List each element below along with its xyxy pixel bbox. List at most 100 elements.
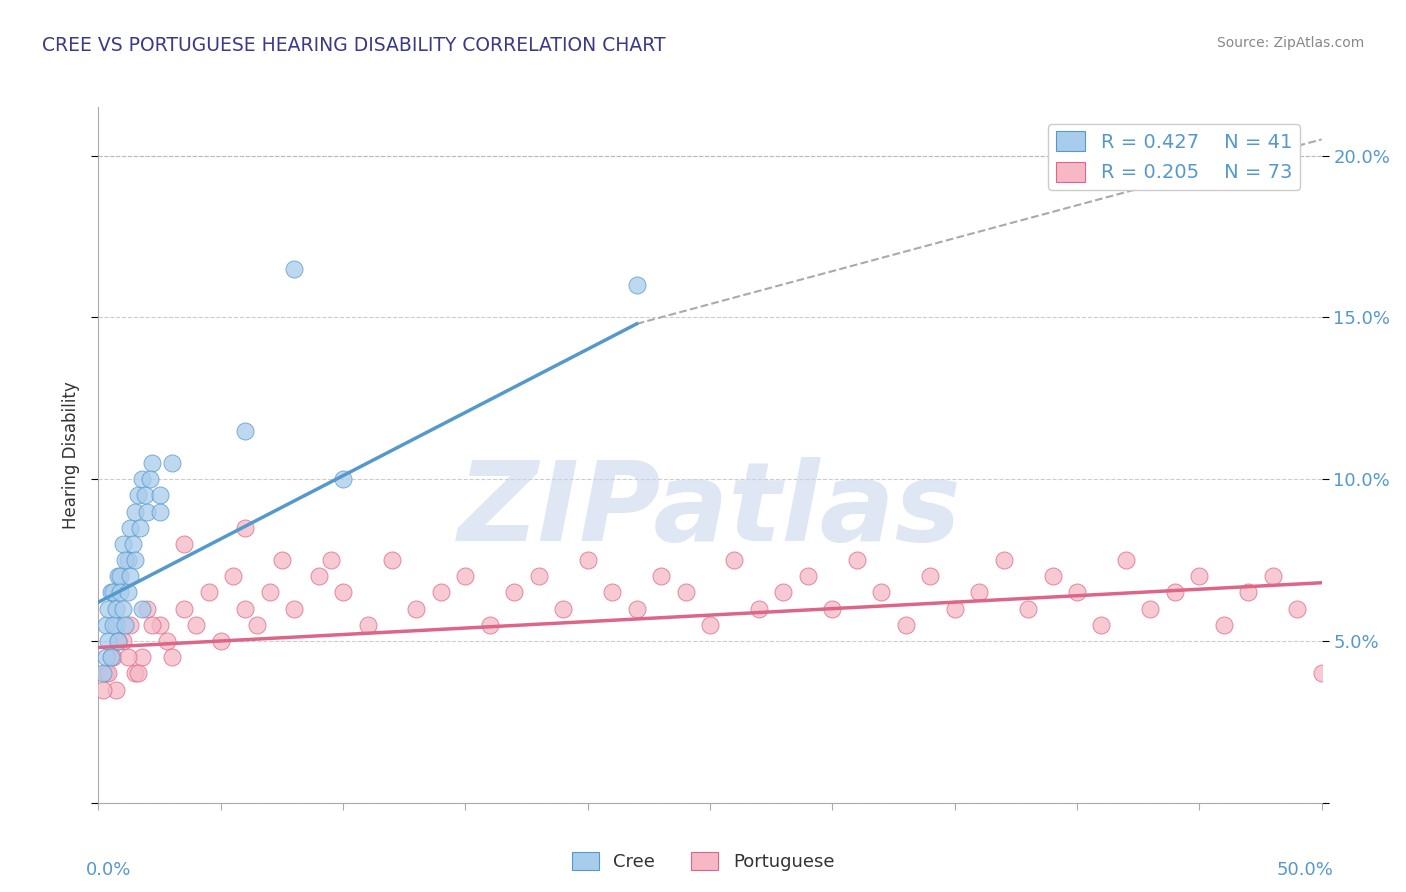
- Point: [1042, 569, 1064, 583]
- Point: [553, 601, 575, 615]
- Point: [1115, 553, 1137, 567]
- Point: [139, 472, 162, 486]
- Point: [259, 585, 281, 599]
- Point: [94, 617, 117, 632]
- Point: [124, 504, 146, 518]
- Point: [527, 569, 550, 583]
- Point: [967, 585, 990, 599]
- Point: [600, 585, 623, 599]
- Point: [233, 601, 256, 615]
- Point: [576, 553, 599, 567]
- Point: [120, 617, 142, 632]
- Point: [270, 553, 294, 567]
- Point: [699, 617, 721, 632]
- Point: [233, 424, 256, 438]
- Text: ZIPatlas: ZIPatlas: [458, 457, 962, 564]
- Point: [748, 601, 770, 615]
- Point: [870, 585, 893, 599]
- Point: [1310, 666, 1333, 681]
- Point: [186, 617, 208, 632]
- Point: [173, 537, 195, 551]
- Point: [127, 666, 149, 681]
- Point: [111, 601, 134, 615]
- Point: [222, 569, 245, 583]
- Point: [124, 553, 146, 567]
- Point: [110, 585, 132, 599]
- Point: [91, 666, 114, 681]
- Point: [233, 521, 256, 535]
- Point: [381, 553, 404, 567]
- Point: [94, 650, 117, 665]
- Text: 50.0%: 50.0%: [1277, 861, 1334, 879]
- Point: [100, 650, 122, 665]
- Point: [136, 504, 159, 518]
- Point: [107, 634, 129, 648]
- Point: [134, 488, 156, 502]
- Point: [920, 569, 942, 583]
- Point: [478, 617, 501, 632]
- Point: [332, 472, 354, 486]
- Text: Source: ZipAtlas.com: Source: ZipAtlas.com: [1216, 36, 1364, 50]
- Point: [131, 472, 153, 486]
- Point: [101, 650, 124, 665]
- Point: [97, 666, 120, 681]
- Point: [1286, 601, 1309, 615]
- Point: [894, 617, 917, 632]
- Legend: Cree, Portuguese: Cree, Portuguese: [564, 845, 842, 879]
- Legend: R = 0.427    N = 41, R = 0.205    N = 73: R = 0.427 N = 41, R = 0.205 N = 73: [1047, 124, 1299, 190]
- Point: [141, 617, 163, 632]
- Point: [993, 553, 1015, 567]
- Point: [100, 650, 122, 665]
- Point: [114, 553, 136, 567]
- Point: [772, 585, 794, 599]
- Point: [104, 682, 127, 697]
- Point: [1261, 569, 1284, 583]
- Point: [124, 666, 146, 681]
- Point: [107, 569, 129, 583]
- Point: [1237, 585, 1260, 599]
- Point: [246, 617, 269, 632]
- Point: [821, 601, 844, 615]
- Point: [104, 601, 127, 615]
- Point: [131, 650, 153, 665]
- Text: 0.0%: 0.0%: [86, 861, 132, 879]
- Point: [356, 617, 378, 632]
- Point: [1139, 601, 1161, 615]
- Point: [107, 634, 129, 648]
- Point: [173, 601, 195, 615]
- Point: [1212, 617, 1234, 632]
- Point: [943, 601, 966, 615]
- Point: [319, 553, 342, 567]
- Point: [160, 456, 183, 470]
- Point: [131, 601, 153, 615]
- Point: [121, 537, 143, 551]
- Point: [675, 585, 697, 599]
- Point: [117, 650, 139, 665]
- Point: [283, 601, 305, 615]
- Point: [136, 601, 159, 615]
- Point: [114, 617, 136, 632]
- Point: [308, 569, 330, 583]
- Point: [141, 456, 163, 470]
- Point: [94, 666, 117, 681]
- Point: [650, 569, 672, 583]
- Point: [101, 585, 124, 599]
- Point: [283, 261, 305, 276]
- Point: [110, 569, 132, 583]
- Point: [111, 634, 134, 648]
- Y-axis label: Hearing Disability: Hearing Disability: [62, 381, 80, 529]
- Point: [97, 634, 120, 648]
- Point: [156, 634, 179, 648]
- Point: [111, 537, 134, 551]
- Point: [101, 617, 124, 632]
- Point: [160, 650, 183, 665]
- Point: [117, 553, 139, 567]
- Point: [149, 504, 172, 518]
- Point: [209, 634, 232, 648]
- Point: [1164, 585, 1187, 599]
- Point: [120, 521, 142, 535]
- Point: [120, 569, 142, 583]
- Point: [129, 521, 152, 535]
- Point: [454, 569, 477, 583]
- Point: [430, 585, 453, 599]
